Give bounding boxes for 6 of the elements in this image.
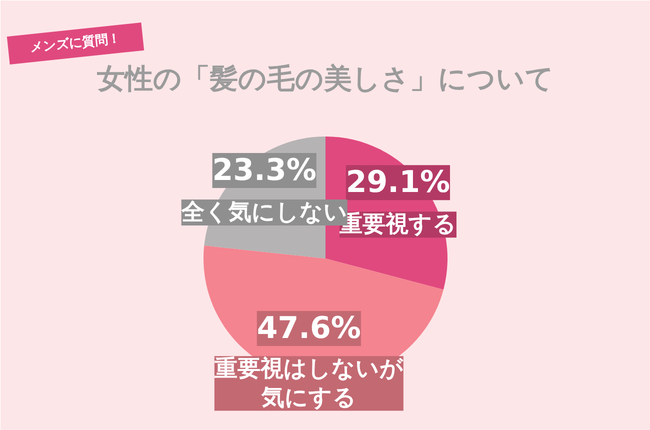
data-label: 23.3% (212, 152, 316, 188)
data-label: 47.6% (256, 310, 361, 346)
data-label: 29.1% (346, 165, 450, 200)
text: メンズに質問！ (29, 30, 122, 56)
slice-label: 重要視はしないが気にする (213, 356, 404, 411)
chart-title: 女性の「髪の毛の美しさ」について (96, 62, 554, 95)
